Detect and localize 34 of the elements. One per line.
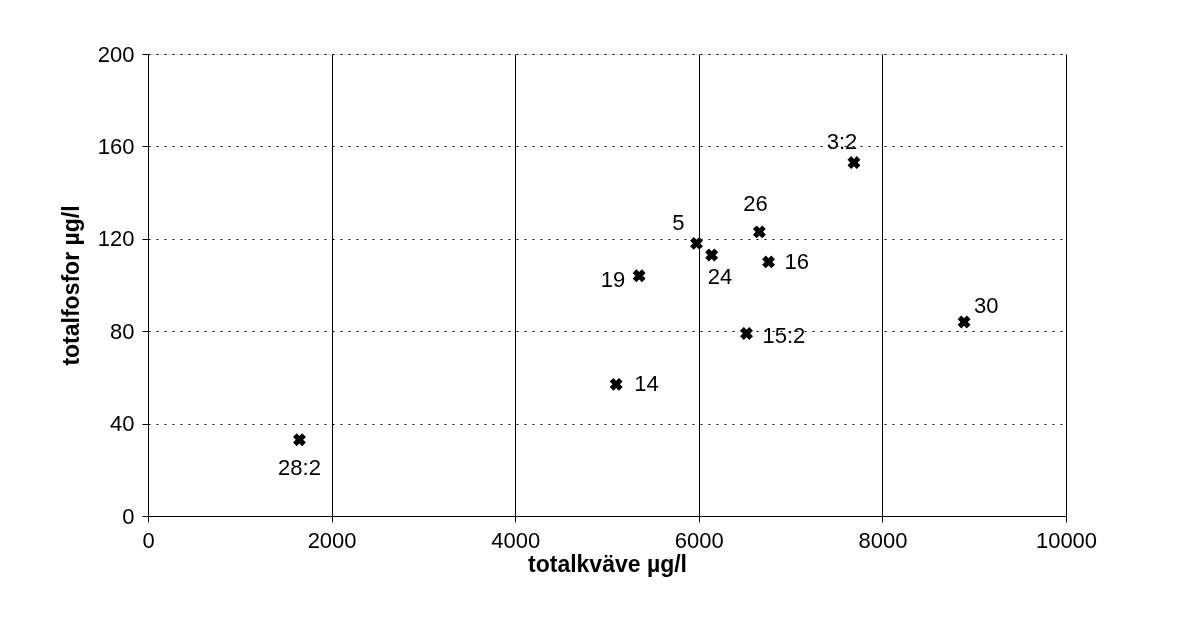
y-tick-label: 200: [97, 41, 135, 67]
annotation: 26: [743, 190, 768, 216]
y-tick-label: 160: [97, 133, 135, 159]
point: [847, 156, 861, 170]
point: [705, 248, 719, 262]
x-axis-title: totalkväve µg/l: [528, 550, 687, 577]
annotation: 3:2: [826, 128, 858, 154]
point: [690, 236, 703, 250]
point: [632, 269, 646, 283]
annotation: 14: [634, 371, 659, 397]
x-tick-label: 10000: [1035, 527, 1098, 553]
annotation: 5: [672, 210, 685, 236]
x-tick-label: 2000: [307, 527, 357, 553]
annotation: 16: [784, 248, 810, 274]
y-tick-label: 40: [110, 411, 135, 437]
annotation: 28:2: [278, 454, 321, 480]
annotation: 30: [974, 292, 999, 318]
annotation: 19: [600, 266, 626, 292]
x-tick-label: 8000: [858, 527, 908, 553]
y-axis-title: totalfosfor µg/l: [57, 205, 84, 366]
y-tick-label: 80: [110, 318, 135, 344]
x-tick-label: 4000: [491, 527, 541, 553]
point: [752, 225, 766, 239]
x-tick-label: 6000: [674, 527, 724, 553]
point: [957, 315, 971, 329]
annotation: 15:2: [762, 322, 806, 348]
point: [609, 377, 623, 391]
point: [762, 255, 776, 269]
y-tick-label: 120: [97, 226, 135, 252]
y-tick-label: 0: [122, 503, 135, 529]
point: [293, 433, 306, 447]
x-tick-label: 0: [142, 527, 155, 553]
point: [740, 327, 753, 340]
annotation: 24: [707, 263, 733, 289]
